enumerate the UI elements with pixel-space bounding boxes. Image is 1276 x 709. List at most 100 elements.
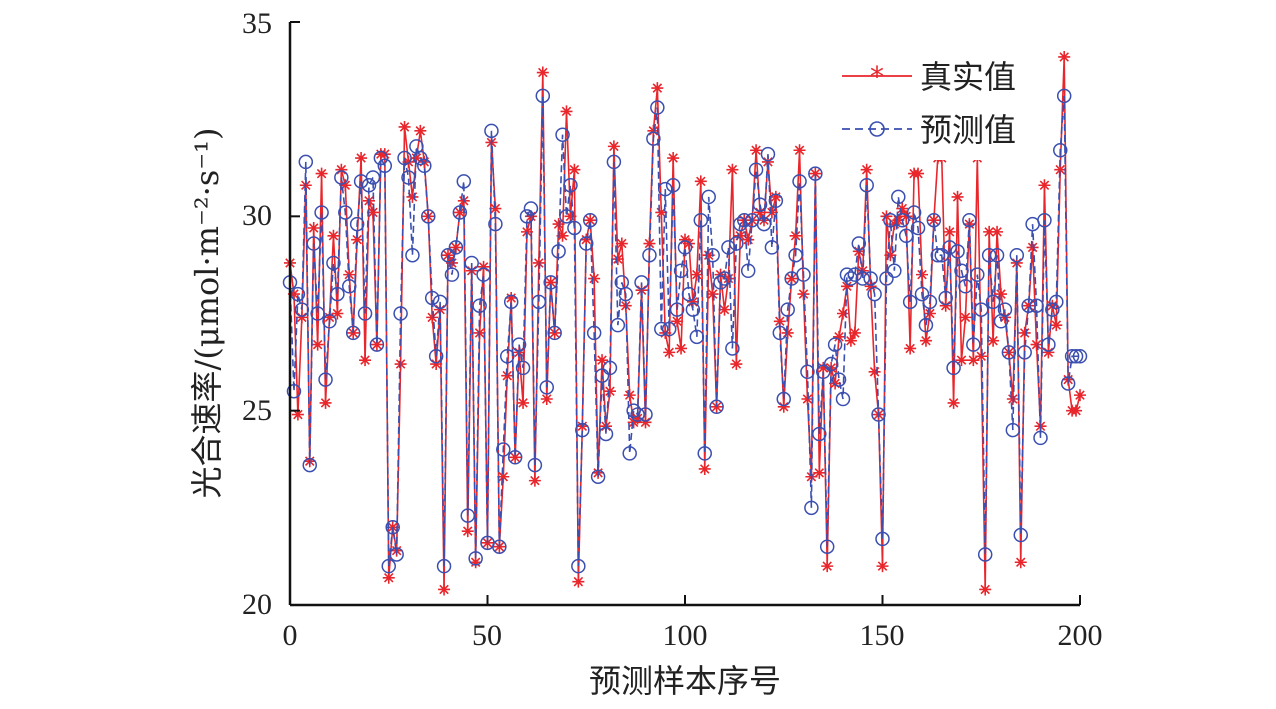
data-point xyxy=(1030,338,1043,351)
data-point xyxy=(1005,422,1021,438)
data-point xyxy=(989,247,1005,263)
data-point xyxy=(594,368,610,383)
data-point xyxy=(440,247,456,263)
data-point xyxy=(361,177,377,193)
data-point xyxy=(658,181,673,197)
data-point xyxy=(974,302,989,317)
data-point xyxy=(449,241,462,254)
data-point xyxy=(606,154,622,170)
data-point xyxy=(835,391,851,407)
data-point xyxy=(298,154,314,170)
data-point xyxy=(1041,337,1056,352)
data-point xyxy=(1001,345,1017,360)
data-point xyxy=(615,237,628,250)
data-point xyxy=(671,315,684,328)
data-point xyxy=(1022,299,1035,312)
data-point xyxy=(675,342,688,355)
data-point xyxy=(792,174,807,189)
data-point xyxy=(647,124,660,137)
data-point xyxy=(1033,430,1048,446)
data-point xyxy=(509,451,522,464)
data-point xyxy=(413,150,428,166)
y-tick-label-20: 20 xyxy=(242,588,272,621)
data-point xyxy=(734,229,747,242)
data-point xyxy=(501,369,514,382)
data-point xyxy=(650,100,665,115)
data-point xyxy=(318,372,333,387)
data-point xyxy=(667,152,680,165)
data-point xyxy=(539,380,554,395)
data-point xyxy=(1054,163,1067,176)
data-point xyxy=(848,326,861,339)
data-point xyxy=(930,247,946,263)
data-point xyxy=(355,152,368,165)
data-point xyxy=(315,167,328,180)
data-point xyxy=(385,520,400,535)
data-point xyxy=(906,205,922,220)
data-point xyxy=(777,400,790,413)
data-point xyxy=(729,236,744,251)
data-point xyxy=(496,442,511,457)
data-point xyxy=(448,240,464,255)
data-point xyxy=(876,560,889,573)
data-point xyxy=(760,146,776,162)
data-point xyxy=(701,189,716,205)
data-point xyxy=(322,314,337,329)
data-point xyxy=(544,276,557,289)
data-point xyxy=(500,349,515,364)
data-point xyxy=(572,575,585,588)
data-point xyxy=(987,334,1000,347)
data-point xyxy=(693,212,709,228)
data-point xyxy=(950,244,965,259)
data-point xyxy=(860,163,873,176)
data-point xyxy=(567,220,582,236)
data-point xyxy=(752,197,768,212)
data-point xyxy=(393,306,408,321)
data-point xyxy=(808,166,823,181)
data-point xyxy=(547,325,562,341)
data-point xyxy=(1009,247,1025,263)
data-point xyxy=(319,396,332,409)
data-point xyxy=(602,360,618,376)
data-point xyxy=(891,189,906,205)
data-point xyxy=(1029,298,1044,313)
data-point xyxy=(958,279,973,294)
data-point xyxy=(603,385,616,398)
data-point xyxy=(800,364,815,380)
data-point xyxy=(970,267,985,282)
x-tick-label-150: 150 xyxy=(860,619,905,652)
data-point xyxy=(748,162,764,177)
data-point xyxy=(844,334,857,347)
data-point xyxy=(426,311,439,324)
y-tick-label-30: 30 xyxy=(242,199,272,232)
data-point xyxy=(345,325,361,341)
data-point xyxy=(607,140,620,153)
data-point xyxy=(918,317,934,333)
data-point xyxy=(1053,143,1068,158)
data-point xyxy=(772,325,788,341)
data-point xyxy=(291,408,304,421)
data-point xyxy=(488,216,503,232)
data-point xyxy=(424,290,440,306)
data-point xyxy=(864,280,877,293)
data-point xyxy=(946,360,961,376)
data-point xyxy=(859,177,874,193)
data-point xyxy=(902,294,918,310)
data-point xyxy=(951,190,964,203)
data-point xyxy=(661,321,677,337)
data-point xyxy=(764,240,780,255)
data-point xyxy=(642,247,657,263)
data-point xyxy=(938,290,953,306)
data-point xyxy=(1045,302,1060,317)
data-point xyxy=(515,360,531,376)
data-point xyxy=(421,209,436,224)
data-point xyxy=(769,190,782,203)
data-point xyxy=(456,174,472,189)
data-point xyxy=(677,240,693,255)
data-point xyxy=(793,144,806,157)
data-point xyxy=(665,177,681,193)
data-point xyxy=(718,303,731,316)
data-point xyxy=(910,220,926,236)
data-point xyxy=(823,356,839,372)
data-point xyxy=(967,354,980,367)
